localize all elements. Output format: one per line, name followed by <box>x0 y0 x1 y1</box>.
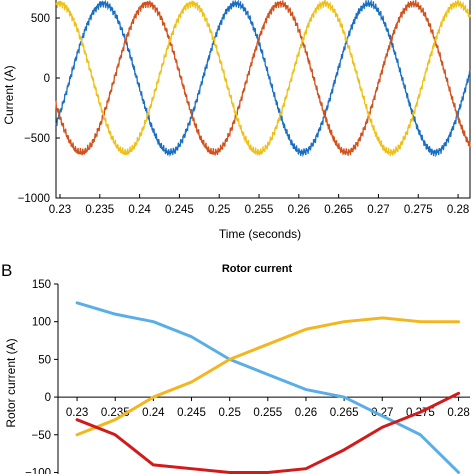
y-axis-label-a: Current (A) <box>2 65 16 124</box>
x-tick-label: 0.28 <box>447 204 469 216</box>
x-tick-label: 0.23 <box>49 204 71 216</box>
y-axis-label-b: Rotor current (A) <box>4 338 18 427</box>
y-tick-label: 150 <box>32 279 51 291</box>
y-tick-label: −100 <box>25 467 51 474</box>
x-tick-label: 0.24 <box>142 407 165 419</box>
x-tick-label: 0.26 <box>295 407 317 419</box>
x-tick-label: 0.245 <box>165 204 194 216</box>
x-tick-label: 0.25 <box>208 204 230 216</box>
chart-title-b: Rotor current <box>222 263 293 275</box>
y-tick-label: 500 <box>31 13 50 25</box>
axis-ticks-a: 0.23 0.235 0.24 0.245 0.25 0.255 0.26 0.265 0.27… <box>18 13 470 216</box>
series-line-b-3 <box>75 391 461 474</box>
y-tick-label: −500 <box>24 133 50 145</box>
y-tick-label: 50 <box>38 354 51 366</box>
x-axis-label-a: Time (seconds) <box>219 227 301 241</box>
series-group-b <box>75 301 461 474</box>
y-tick-label: 100 <box>32 317 51 329</box>
x-tick-label: 0.275 <box>404 204 433 216</box>
x-tick-label: 0.27 <box>371 407 393 419</box>
panel-label-b: B <box>1 261 12 280</box>
series-line-a-2 <box>55 0 471 156</box>
x-tick-label: 0.26 <box>288 204 310 216</box>
chart-panel-a: 0.23 0.235 0.24 0.245 0.25 0.255 0.26 0.265 0.27… <box>2 0 471 241</box>
x-tick-label: 0.265 <box>324 204 353 216</box>
y-tick-label: 0 <box>45 392 51 404</box>
series-group-a <box>55 0 471 158</box>
plot-area-a <box>55 0 471 199</box>
x-tick-label: 0.255 <box>245 204 274 216</box>
x-tick-label: 0.235 <box>85 204 114 216</box>
x-tick-label: 0.27 <box>367 204 389 216</box>
x-tick-label: 0.265 <box>330 407 359 419</box>
x-tick-label: 0.28 <box>447 407 469 419</box>
x-tick-label: 0.23 <box>66 407 88 419</box>
series-line-b-2 <box>75 316 461 437</box>
x-tick-label: 0.24 <box>128 204 151 216</box>
series-line-a-3 <box>55 0 471 156</box>
y-tick-label: −1000 <box>18 193 50 205</box>
x-tick-label: 0.25 <box>218 407 240 419</box>
plot-area-b <box>58 284 470 474</box>
x-tick-label: 0.245 <box>177 407 206 419</box>
y-tick-label: −50 <box>31 430 51 442</box>
x-tick-label: 0.255 <box>253 407 282 419</box>
y-tick-label: 0 <box>44 73 50 85</box>
